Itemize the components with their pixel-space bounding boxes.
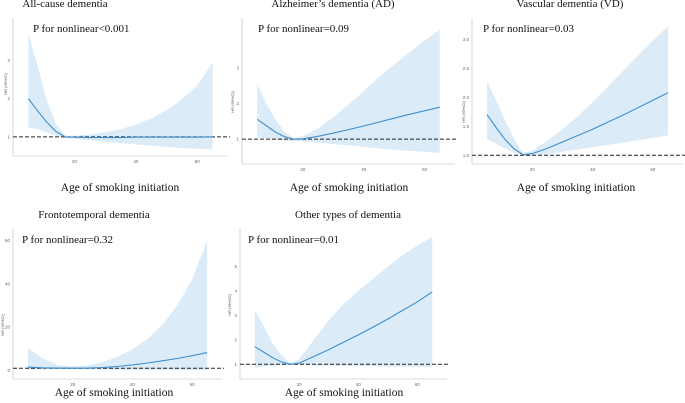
y-axis-label: HR (95%CI): [3, 73, 8, 95]
y-tick-label: 1: [7, 134, 10, 139]
x-tick-label: 40: [130, 382, 136, 387]
panel-all-cause: All-cause dementia P for nonlinear<0.001…: [3, 0, 179, 194]
x-tick-label: 20: [72, 159, 78, 164]
hr-line: [27, 98, 213, 139]
hr-line: [254, 291, 433, 365]
x-tick-label: 60: [415, 382, 421, 387]
y-axis-label: HR (95%CI): [230, 91, 235, 113]
hr-line: [486, 92, 669, 156]
ci-band: [254, 236, 433, 368]
p-for-nonlinear: P for nonlinear=0.32: [22, 234, 113, 246]
plot-area-4: 20 40 60 0 20 40 60: [5, 228, 224, 387]
panel-title: Other types of dementia: [295, 209, 401, 221]
panel-title: Alzheimer’s dementia (AD): [271, 0, 395, 10]
x-axis-label: Age of smoking initiation: [290, 182, 409, 194]
ci-band: [27, 240, 208, 371]
y-axis-label: HR (95%CI): [0, 314, 5, 336]
x-tick-label: 20: [297, 382, 303, 387]
x-tick-label: 60: [190, 382, 196, 387]
y-tick-label: 5: [234, 264, 237, 269]
panel-title: All-cause dementia: [22, 0, 107, 10]
x-tick-label: 40: [590, 167, 596, 172]
plot-area-5: 20 40 60 1 2 3 4 5: [234, 228, 449, 387]
y-tick-label: 2: [236, 101, 239, 106]
y-axis-label: HR (95%CI): [461, 101, 466, 123]
y-tick-label: 1.5: [463, 124, 470, 129]
y-axis-label: HR (95%CI): [227, 294, 232, 316]
x-tick-label: 60: [422, 167, 428, 172]
ci-band: [28, 33, 213, 150]
hr-line: [256, 106, 440, 140]
panel-alzheimers: Alzheimer’s dementia (AD) P for nonlinea…: [230, 0, 408, 194]
hr-line: [27, 352, 208, 369]
panel-title: Vascular dementia (VD): [517, 0, 624, 10]
p-for-nonlinear: P for nonlinear=0.01: [248, 234, 339, 246]
y-tick-label: 1.0: [463, 153, 470, 158]
y-tick-label: 20: [5, 325, 11, 330]
x-tick-label: 40: [133, 159, 139, 164]
y-tick-label: 3: [234, 313, 237, 318]
y-tick-label: 0: [7, 368, 10, 373]
x-axis-label: Age of smoking initiation: [285, 387, 404, 399]
ci-band: [487, 26, 668, 156]
x-tick-label: 20: [300, 167, 306, 172]
x-tick-label: 20: [530, 167, 536, 172]
y-tick-label: 4: [234, 288, 237, 293]
panel-frontotemporal: Frontotemporal dementia P for nonlinear=…: [0, 209, 173, 399]
plot-area-2: 20 40 60 1 2 3: [236, 18, 457, 172]
y-tick-label: 3.0: [463, 37, 470, 42]
x-tick-label: 60: [650, 167, 656, 172]
panel-vascular: Vascular dementia (VD) P for nonlinear=0…: [461, 0, 635, 194]
p-for-nonlinear: P for nonlinear=0.09: [258, 23, 350, 35]
panel-title: Frontotemporal dementia: [38, 209, 150, 221]
plot-area-3: 20 40 60 1.0 1.5 2.0 2.5 3.0: [463, 18, 685, 172]
p-for-nonlinear: P for nonlinear=0.03: [483, 23, 575, 35]
ci-band: [257, 29, 440, 153]
x-tick-label: 40: [361, 167, 367, 172]
y-tick-label: 2.5: [463, 66, 470, 71]
y-tick-label: 60: [5, 238, 11, 243]
y-tick-label: 1: [236, 137, 239, 142]
y-tick-label: 3: [236, 66, 239, 71]
x-tick-label: 20: [70, 382, 76, 387]
x-axis-label: Age of smoking initiation: [61, 182, 180, 194]
p-for-nonlinear: P for nonlinear<0.001: [33, 23, 130, 35]
y-tick-label: 1: [234, 362, 237, 367]
y-tick-label: 2: [234, 337, 237, 342]
y-tick-label: 2: [7, 96, 10, 101]
x-axis-label: Age of smoking initiation: [55, 387, 174, 399]
y-tick-label: 40: [5, 281, 11, 286]
x-tick-label: 60: [195, 159, 201, 164]
x-tick-label: 40: [356, 382, 362, 387]
x-axis-label: Age of smoking initiation: [517, 182, 636, 194]
plot-area-1: 20 40 60 1 2 3: [7, 18, 230, 164]
panel-other-types: Other types of dementia P for nonlinear=…: [227, 209, 403, 399]
y-tick-label: 3: [7, 58, 10, 63]
y-tick-label: 2.0: [463, 95, 470, 100]
